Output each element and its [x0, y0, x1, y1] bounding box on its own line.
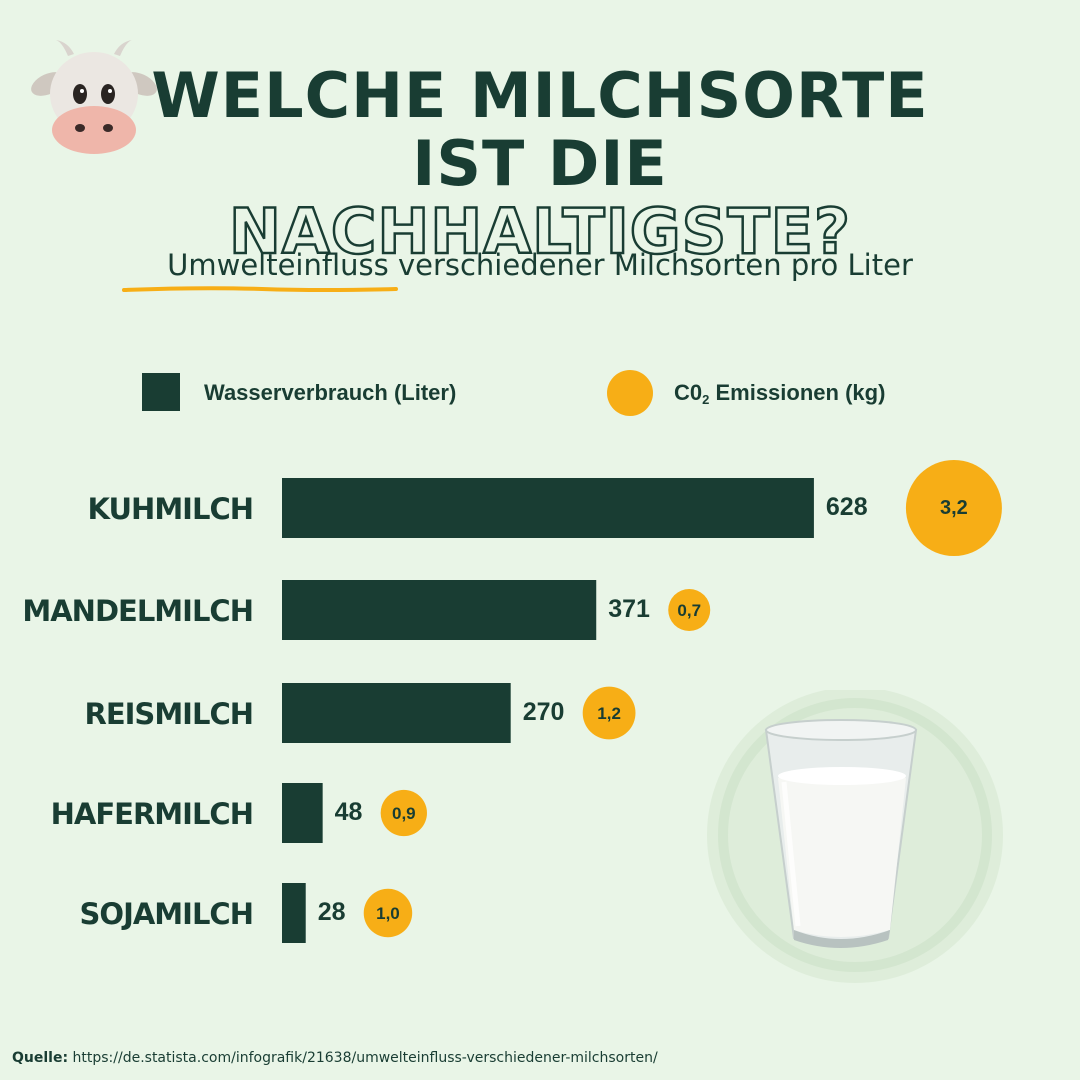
legend-water-label: Wasserverbrauch (Liter): [204, 380, 457, 405]
legend-co2-sub: 2: [702, 392, 710, 407]
title-line-2-solid: IST DIE: [412, 127, 668, 200]
page-title: WELCHE MILCHSORTE IST DIE NACHHALTIGSTE?: [130, 59, 950, 268]
source-url: https://de.statista.com/infografik/21638…: [68, 1050, 658, 1066]
water-value-label: 628: [826, 493, 868, 521]
subtitle: Umwelteinfluss verschiedener Milchsorten…: [167, 248, 913, 282]
legend-water-swatch: [142, 373, 180, 411]
source-label: Quelle:: [12, 1050, 69, 1066]
category-label: MANDELMILCH: [22, 594, 253, 628]
title-line-1: WELCHE MILCHSORTE: [151, 59, 929, 132]
water-value-label: 48: [335, 798, 363, 826]
milk-glass-icon: [707, 690, 1003, 983]
cow-face-icon: [31, 40, 157, 154]
title-line-2: IST DIE NACHHALTIGSTE?: [130, 127, 950, 268]
legend-co2-prefix: C0: [674, 380, 703, 405]
water-value-label: 28: [318, 898, 346, 926]
category-label: KUHMILCH: [88, 492, 253, 526]
water-bar: [282, 683, 511, 743]
title-line-2-outline: NACHHALTIGSTE?: [228, 195, 851, 268]
source-note: Quelle: https://de.statista.com/infograf…: [12, 1050, 658, 1066]
legend-co2-label: C02 Emissionen (kg): [674, 380, 885, 407]
water-value-label: 270: [523, 698, 565, 726]
co2-value-label: 1,2: [597, 704, 621, 723]
co2-value-label: 3,2: [940, 497, 968, 519]
category-label: REISMILCH: [85, 697, 254, 731]
water-bar: [282, 580, 597, 640]
legend-co2-suffix: Emissionen (kg): [709, 380, 886, 405]
water-bar: [282, 783, 323, 843]
co2-bubble: [905, 460, 1002, 556]
co2-value-label: 0,7: [677, 601, 701, 620]
co2-value-label: 1,0: [376, 904, 400, 923]
category-label: HAFERMILCH: [51, 797, 253, 831]
water-bar: [282, 883, 306, 943]
bar-chart: KUHMILCH 628 3,2 MANDELMILCH 371 0,7 REISMILCH…: [22, 460, 1002, 943]
category-label: SOJAMILCH: [80, 897, 253, 931]
co2-bubble: [668, 589, 711, 631]
co2-bubble: [380, 789, 427, 837]
legend-co2-swatch: [607, 370, 653, 416]
water-value-label: 371: [608, 595, 650, 623]
subtitle-underline: [122, 286, 398, 292]
subtitle-container: Umwelteinfluss verschiedener Milchsorten…: [0, 248, 1080, 282]
water-bar: [282, 478, 814, 538]
co2-bubble: [363, 888, 413, 938]
co2-value-label: 0,9: [392, 804, 416, 823]
co2-bubble: [582, 686, 636, 740]
